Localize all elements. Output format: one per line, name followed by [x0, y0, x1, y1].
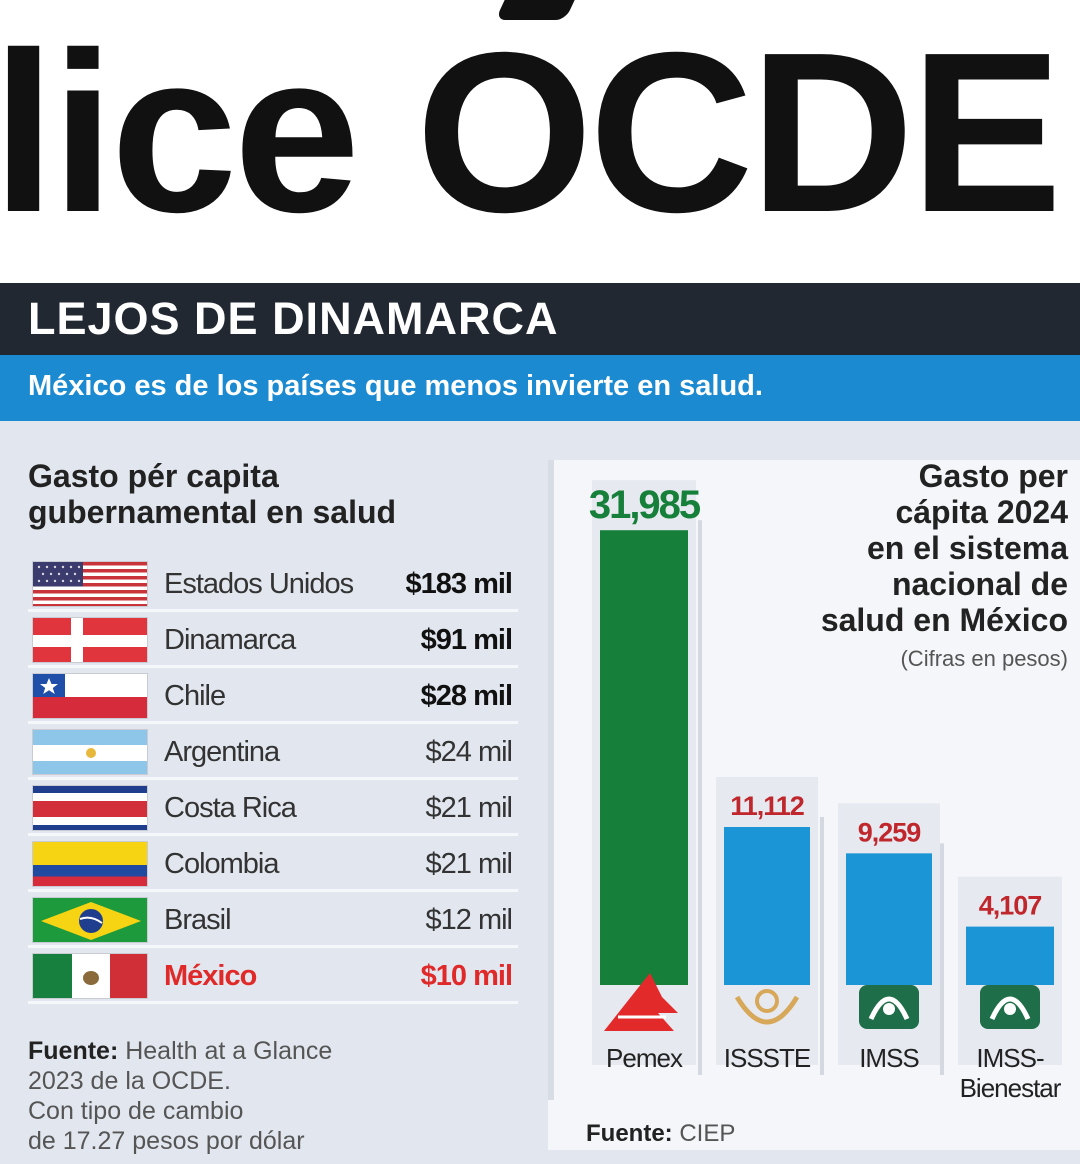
chart-left-border — [548, 460, 554, 1100]
mexico-flag-icon — [32, 953, 148, 999]
country-row-dinamarca: Dinamarca $91 mil — [28, 612, 518, 668]
bar-value-label: 9,259 — [858, 817, 922, 847]
costa-rica-flag-icon — [32, 785, 148, 831]
category-label: ISSSTE — [724, 1043, 811, 1073]
denmark-flag-icon — [32, 617, 148, 663]
section-subtitle: México es de los países que menos invier… — [0, 355, 1080, 421]
country-value: $21 mil — [425, 792, 513, 824]
category-label: IMSS-Bienestar — [960, 1043, 1062, 1100]
bar-imss-bienestar — [966, 926, 1054, 985]
right-title-line2: cápita 2024 — [895, 494, 1068, 530]
section-title: LEJOS DE DINAMARCA — [0, 283, 1080, 355]
country-value: $91 mil — [420, 624, 513, 656]
category-label: IMSS — [859, 1043, 919, 1073]
country-value: $10 mil — [420, 960, 513, 992]
right-chart-note: (Cifras en pesos) — [900, 646, 1068, 671]
left-source: Fuente: Health at a Glance 2023 de la OC… — [28, 1036, 528, 1156]
left-chart-title: Gasto pér capita gubernamental en salud — [28, 458, 528, 530]
bar-separator — [698, 520, 702, 1075]
country-row-mexico: México $10 mil — [28, 948, 518, 1004]
right-chart-title: Gasto per cápita 2024 en el sistema naci… — [708, 458, 1068, 638]
headline-text: lice OCDE — [0, 18, 1062, 248]
country-name: Colombia — [164, 848, 279, 880]
right-title-line3: en el sistema — [867, 530, 1068, 566]
country-name: Brasil — [164, 904, 232, 936]
source-text: CIEP — [672, 1120, 736, 1147]
imss-logo-icon — [859, 985, 919, 1029]
country-table: Estados Unidos $183 mil Dinamarca $91 mi… — [28, 556, 518, 1004]
country-name: Costa Rica — [164, 792, 297, 824]
bar-imss — [846, 853, 932, 985]
country-name: México — [164, 960, 257, 992]
country-name: Dinamarca — [164, 624, 296, 656]
category-label: Pemex — [606, 1043, 683, 1073]
right-source: Fuente: CIEP — [586, 1120, 735, 1148]
right-title-line1: Gasto per — [918, 458, 1068, 494]
bar-value-label: 31,985 — [589, 483, 701, 527]
source-line: 2023 de la OCDE. — [28, 1067, 231, 1095]
bar-separator — [820, 817, 824, 1075]
country-name: Estados Unidos — [164, 568, 354, 600]
country-row-chile: Chile $28 mil — [28, 668, 518, 724]
country-row-colombia: Colombia $21 mil — [28, 836, 518, 892]
right-title-line5: salud en México — [820, 602, 1068, 638]
bar-issste — [724, 827, 810, 985]
country-row-estados-unidos: Estados Unidos $183 mil — [28, 556, 518, 612]
colombia-flag-icon — [32, 841, 148, 887]
headline: lice OCDE — [0, 18, 1080, 248]
left-title-line1: Gasto pér capita — [28, 458, 279, 494]
usa-flag-icon — [32, 561, 148, 607]
bar-chart: 31,985 Pemex 11,112 ISSSTE 9,259 IMSS 4,107 IMS… — [548, 460, 1063, 1100]
source-label: Fuente: — [28, 1037, 119, 1065]
bar-separator — [940, 843, 944, 1075]
source-label: Fuente: — [586, 1120, 673, 1147]
bar-pemex — [600, 530, 688, 985]
pemex-logo-icon — [604, 973, 678, 1031]
headline-top-mark — [495, 0, 575, 20]
country-name: Argentina — [164, 736, 280, 768]
source-line: de 17.27 pesos por dólar — [28, 1127, 305, 1155]
source-line: Con tipo de cambio — [28, 1097, 244, 1125]
country-value: $28 mil — [420, 680, 513, 712]
chile-flag-icon — [32, 673, 148, 719]
bar-value-label: 11,112 — [730, 791, 804, 821]
country-row-costa-rica: Costa Rica $21 mil — [28, 780, 518, 836]
country-row-brasil: Brasil $12 mil — [28, 892, 518, 948]
right-title-line4: nacional de — [891, 566, 1068, 602]
argentina-flag-icon — [32, 729, 148, 775]
issste-logo-icon — [734, 989, 800, 1025]
country-row-argentina: Argentina $24 mil — [28, 724, 518, 780]
bar-value-label: 4,107 — [979, 891, 1042, 921]
country-value: $183 mil — [405, 568, 513, 600]
country-value: $24 mil — [425, 736, 513, 768]
brazil-flag-icon — [32, 897, 148, 943]
imss-bienestar-logo-icon — [980, 985, 1040, 1029]
source-text: Health at a Glance — [118, 1037, 333, 1065]
country-name: Chile — [164, 680, 226, 712]
country-value: $21 mil — [425, 848, 513, 880]
country-value: $12 mil — [425, 904, 513, 936]
left-title-line2: gubernamental en salud — [28, 494, 397, 530]
